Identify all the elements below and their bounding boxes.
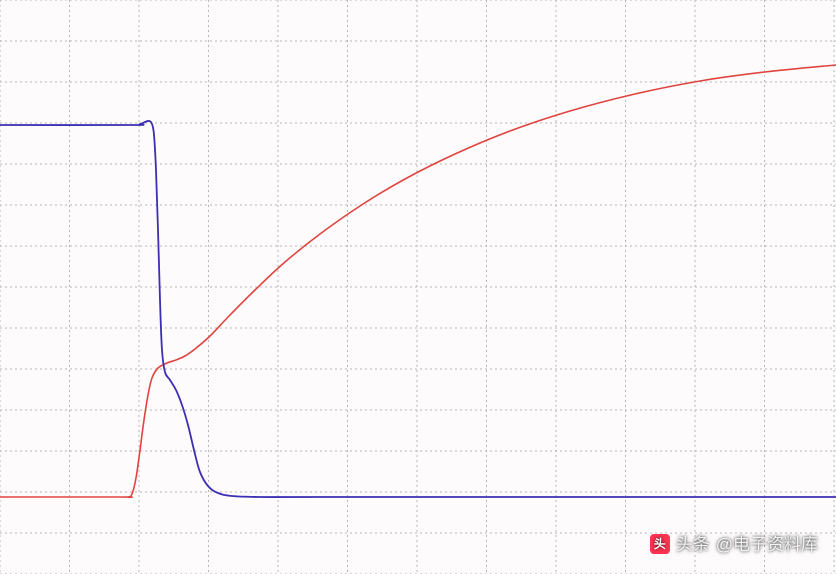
- chart-svg: [0, 0, 836, 574]
- oscilloscope-chart: 头 头条 @电子资料库: [0, 0, 836, 574]
